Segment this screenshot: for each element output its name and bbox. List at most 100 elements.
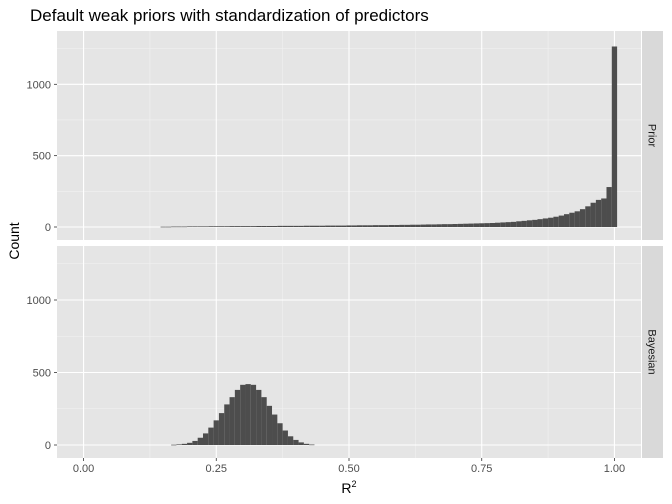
histogram-bar — [452, 224, 458, 227]
histogram-bar — [293, 439, 299, 445]
histogram-bar — [309, 444, 315, 446]
histogram-bar — [277, 225, 283, 227]
histogram-bar — [309, 225, 315, 227]
facet-strip-label: Bayesian — [646, 329, 658, 374]
histogram-bar — [303, 443, 310, 445]
facet-strip-label: Prior — [646, 124, 658, 148]
facet-panels: Prior Bayesian — [57, 31, 663, 458]
histogram-bar — [165, 226, 172, 228]
histogram-bar — [287, 436, 294, 445]
y-axis: 0 500 1000 0 500 1000 — [27, 79, 57, 452]
histogram-bar — [256, 389, 262, 445]
histogram-bar — [516, 221, 522, 227]
histogram-bar — [213, 420, 219, 445]
histogram-bar — [234, 226, 241, 227]
histogram-bar — [569, 212, 575, 227]
histogram-bar — [171, 226, 177, 228]
histogram-bar — [240, 226, 246, 227]
histogram-bar — [553, 216, 559, 227]
histogram-bar — [203, 226, 209, 228]
histogram-bar — [277, 423, 283, 445]
y-tick-label: 1000 — [27, 295, 51, 307]
histogram-bar — [585, 206, 591, 227]
histogram-bar — [436, 224, 442, 227]
histogram-bar — [319, 225, 326, 227]
histogram-bar — [303, 225, 310, 227]
histogram-bar — [500, 222, 506, 227]
histogram-bar — [548, 217, 554, 227]
histogram-bar — [160, 226, 166, 228]
histogram-bar — [463, 223, 469, 227]
histogram-bar — [447, 224, 453, 227]
histogram-bar — [272, 414, 278, 445]
histogram-bar — [203, 433, 209, 445]
histogram-bar — [372, 225, 379, 227]
histogram-bar — [250, 384, 257, 445]
histogram-bar — [187, 442, 193, 445]
histogram-bar — [181, 226, 188, 228]
histogram-bar — [367, 225, 373, 227]
histogram-bar — [229, 397, 235, 445]
histogram-bar — [293, 225, 299, 227]
histogram-bar — [325, 225, 331, 227]
histogram-bar — [213, 226, 219, 227]
histogram-bar — [473, 223, 480, 227]
histogram-bar — [335, 225, 342, 227]
histogram-bar — [505, 222, 511, 227]
histogram-bar — [351, 225, 357, 227]
histogram-bar — [537, 219, 543, 227]
histogram-bar — [526, 220, 533, 227]
histogram-bar — [595, 199, 602, 227]
y-axis-title: Count — [6, 222, 22, 259]
x-tick-label: 0.75 — [471, 463, 492, 475]
histogram-bar — [181, 443, 188, 445]
histogram-bar — [176, 226, 182, 228]
histogram-bar — [218, 226, 225, 227]
histogram-bar — [208, 427, 214, 445]
histogram-bar — [420, 224, 426, 227]
panel-bayesian: Bayesian — [57, 246, 663, 458]
histogram-bar — [404, 224, 411, 227]
histogram-bar — [558, 215, 565, 227]
histogram-bar — [224, 226, 230, 227]
histogram-bar — [282, 430, 288, 445]
histogram-bar — [266, 405, 273, 445]
histogram-bar — [468, 223, 474, 227]
histogram-bar — [564, 214, 570, 227]
histogram-bar — [282, 225, 288, 227]
histogram-bar — [362, 225, 368, 227]
histogram-bar — [378, 225, 384, 227]
histogram-bar — [197, 437, 203, 445]
histogram-bar — [532, 219, 538, 227]
histogram-bar — [346, 225, 352, 227]
histogram-bar — [171, 444, 177, 446]
x-axis: 0.00 0.25 0.50 0.75 1.00 — [73, 458, 625, 475]
y-tick-label: 0 — [45, 222, 51, 234]
x-tick-label: 0.50 — [338, 463, 359, 475]
histogram-bar — [192, 226, 198, 228]
histogram-bar — [425, 224, 432, 227]
histogram-bar — [431, 224, 437, 227]
histogram-bar — [287, 225, 294, 227]
histogram-bar — [479, 223, 485, 227]
histogram-bar — [521, 220, 527, 227]
histogram-bar — [208, 226, 214, 227]
histogram-bar — [484, 223, 490, 227]
histogram-bar — [601, 198, 607, 227]
histogram-bar — [192, 440, 198, 445]
y-tick-label: 500 — [33, 151, 51, 163]
histogram-bar — [574, 211, 580, 227]
histogram-bar — [542, 218, 549, 227]
histogram-bar — [245, 226, 251, 227]
histogram-bar — [197, 226, 203, 228]
histogram-bar — [606, 187, 612, 227]
x-axis-title-base: R — [341, 480, 351, 496]
histogram-bar — [441, 224, 448, 227]
histogram-bar — [240, 384, 246, 445]
histogram-bar — [261, 226, 267, 227]
histogram-bar — [266, 226, 273, 227]
histogram-bar — [611, 46, 618, 227]
histogram-bar — [388, 225, 395, 227]
facet-strip — [642, 31, 663, 240]
